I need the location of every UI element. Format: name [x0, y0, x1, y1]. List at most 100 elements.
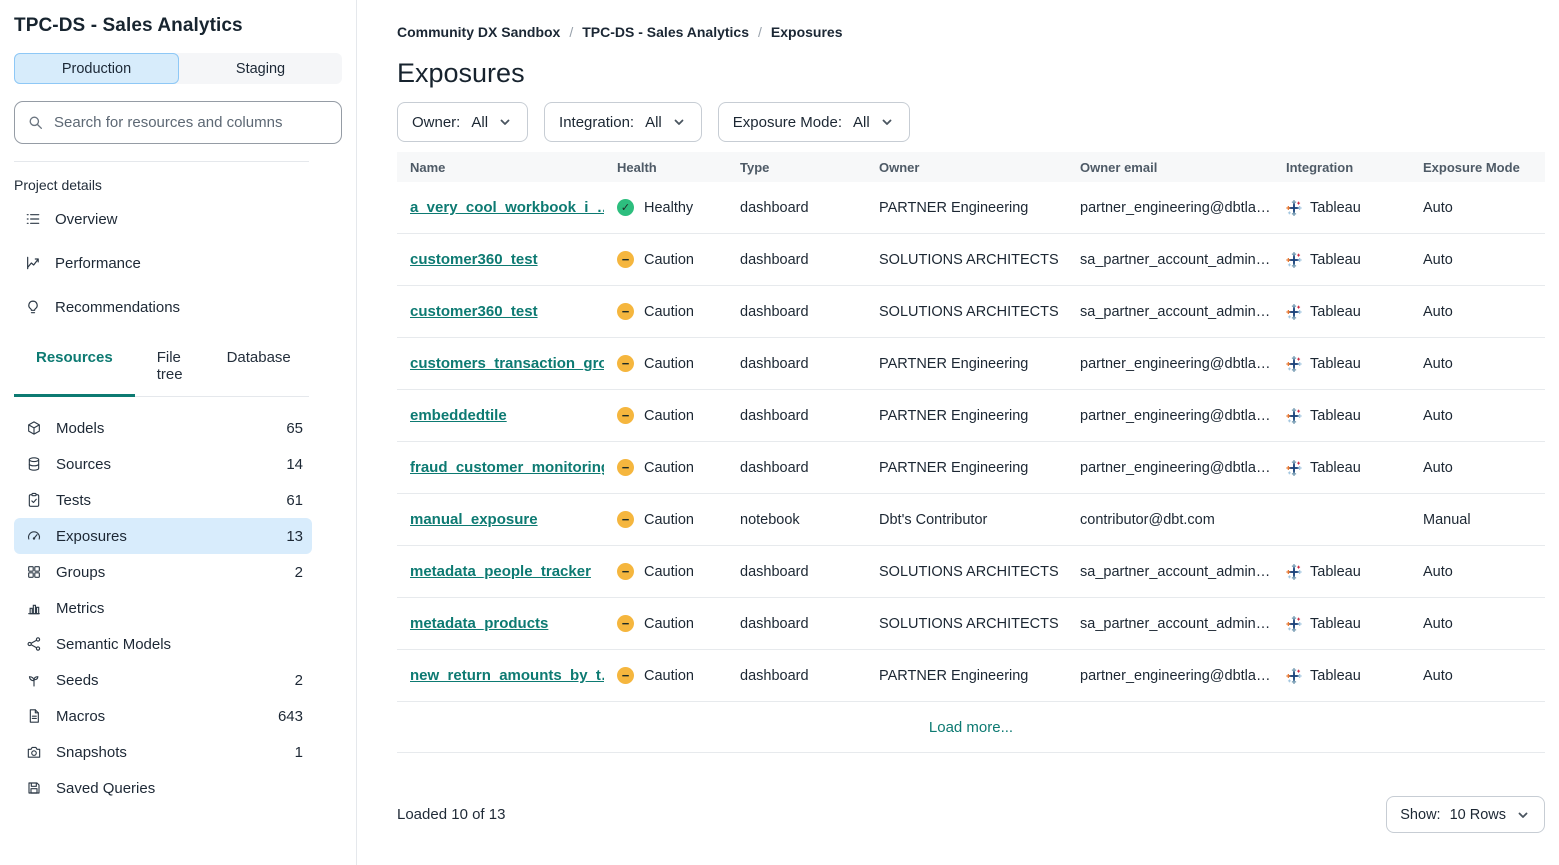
exposure-name-link[interactable]: fraud_customer_monitoring [410, 459, 604, 476]
breadcrumb-separator: / [758, 24, 762, 40]
grid-icon [28, 566, 40, 578]
name-cell: customers_transaction_gro… [397, 355, 604, 372]
resource-count: 14 [286, 455, 303, 473]
health-label: Caution [644, 563, 694, 580]
health-status-icon [617, 615, 634, 632]
sidebar-item-exposures[interactable]: Exposures 13 [14, 518, 312, 554]
exposure-mode-cell: Auto [1423, 251, 1453, 268]
environment-toggle: Production Staging [14, 53, 342, 84]
name-cell: a_very_cool_workbook_i_… [397, 199, 604, 216]
load-more-link[interactable]: Load more... [928, 718, 1014, 736]
exposure-name-link[interactable]: manual_exposure [410, 511, 538, 528]
sidebar-item-snapshots[interactable]: Snapshots 1 [14, 734, 312, 770]
health-cell: Caution [604, 407, 727, 424]
health-cell: Caution [604, 563, 727, 580]
sidebar-item-metrics[interactable]: Metrics [14, 590, 312, 626]
sidebar-item-sources[interactable]: Sources 14 [14, 446, 312, 482]
production-toggle-button[interactable]: Production [14, 53, 179, 84]
lightbulb-icon [28, 300, 38, 314]
breadcrumb-project[interactable]: TPC-DS - Sales Analytics [582, 24, 750, 40]
sidebar-item-label: Performance [55, 254, 141, 272]
health-label: Caution [644, 667, 694, 684]
table-row: embeddedtile Caution dashboard PARTNER E… [397, 390, 1545, 442]
sidebar-item-models[interactable]: Models 65 [14, 410, 312, 446]
exposure-name-link[interactable]: a_very_cool_workbook_i_… [410, 199, 604, 216]
tableau-icon [1286, 355, 1302, 372]
health-status-icon [617, 251, 634, 268]
table-row: customer360_test Caution dashboard SOLUT… [397, 286, 1545, 338]
search-box[interactable] [14, 101, 342, 144]
chevron-down-icon [882, 119, 892, 125]
page-title: Exposures [397, 58, 525, 88]
exposure-name-link[interactable]: customer360_test [410, 303, 538, 320]
tab-resources[interactable]: Resources [14, 349, 135, 397]
resource-label: Sources [56, 455, 112, 473]
sidebar-item-macros[interactable]: Macros 643 [14, 698, 312, 734]
owner-email-cell: sa_partner_account_admin… [1080, 303, 1271, 320]
integration-cell: Tableau [1273, 199, 1410, 216]
resource-list: Models 65 Sources 14 Tests 61 Exposures … [14, 410, 312, 806]
chart-line-icon [27, 256, 39, 270]
table-row: customers_transaction_gro… Caution dashb… [397, 338, 1545, 390]
camera-icon [27, 746, 41, 758]
resource-label: Seeds [56, 671, 99, 689]
integration-cell: Tableau [1273, 667, 1410, 684]
exposure-name-link[interactable]: customer360_test [410, 251, 538, 268]
exposure-name-link[interactable]: embeddedtile [410, 407, 507, 424]
column-header-integration: Integration [1286, 159, 1354, 175]
show-rows-button[interactable]: Show: 10 Rows [1386, 796, 1545, 833]
filter-label: Exposure Mode: [732, 113, 842, 131]
integration-cell: Tableau [1273, 251, 1410, 268]
main-content: Community DX Sandbox / TPC-DS - Sales An… [357, 0, 1559, 865]
resource-label: Groups [56, 563, 106, 581]
tab-database[interactable]: Database [226, 349, 291, 366]
exposure-mode-filter-button[interactable]: Exposure Mode: All [717, 102, 910, 142]
staging-toggle-button[interactable]: Staging [235, 60, 286, 77]
exposure-mode-cell: Auto [1423, 199, 1453, 216]
tableau-icon [1286, 199, 1302, 216]
exposure-name-link[interactable]: customers_transaction_gro… [410, 355, 604, 372]
filter-label: Owner: [412, 113, 461, 131]
search-input[interactable] [54, 114, 328, 131]
sidebar-item-overview[interactable]: Overview [0, 197, 356, 241]
sidebar-item-saved-queries[interactable]: Saved Queries [14, 770, 312, 806]
resource-count: 13 [286, 527, 303, 545]
name-cell: metadata_products [397, 615, 604, 632]
sidebar-item-recommendations[interactable]: Recommendations [0, 285, 356, 329]
owner-email-cell: sa_partner_account_admin… [1080, 563, 1271, 580]
exposure-mode-cell: Auto [1423, 355, 1453, 372]
health-label: Caution [644, 407, 694, 424]
health-cell: Caution [604, 459, 727, 476]
breadcrumb-account[interactable]: Community DX Sandbox [397, 24, 561, 40]
owner-cell: SOLUTIONS ARCHITECTS [879, 563, 1059, 580]
owner-cell: SOLUTIONS ARCHITECTS [879, 303, 1059, 320]
owner-cell: SOLUTIONS ARCHITECTS [879, 615, 1059, 632]
show-value: 10 Rows [1449, 806, 1506, 823]
sidebar-item-tests[interactable]: Tests 61 [14, 482, 312, 518]
column-header-owner: Owner [879, 159, 920, 175]
health-label: Caution [644, 459, 694, 476]
owner-email-cell: sa_partner_account_admin… [1080, 251, 1271, 268]
tab-file-tree[interactable]: File tree [156, 349, 183, 383]
owner-filter-button[interactable]: Owner: All [397, 102, 529, 142]
type-cell: dashboard [740, 303, 809, 320]
exposure-name-link[interactable]: new_return_amounts_by_t… [410, 667, 604, 684]
health-label: Caution [644, 511, 694, 528]
health-status-icon [617, 303, 634, 320]
sidebar-item-performance[interactable]: Performance [0, 241, 356, 285]
health-status-icon [617, 407, 634, 424]
table-row: manual_exposure Caution notebook Dbt's C… [397, 494, 1545, 546]
health-cell: Caution [604, 303, 727, 320]
resource-label: Metrics [56, 599, 105, 617]
exposure-name-link[interactable]: metadata_products [410, 615, 549, 632]
sidebar-item-seeds[interactable]: Seeds 2 [14, 662, 312, 698]
sidebar-item-semantic-models[interactable]: Semantic Models [14, 626, 312, 662]
resource-label: Models [56, 419, 105, 437]
sidebar-item-groups[interactable]: Groups 2 [14, 554, 312, 590]
exposure-name-link[interactable]: metadata_people_tracker [410, 563, 591, 580]
integration-filter-button[interactable]: Integration: All [544, 102, 702, 142]
resource-label: Saved Queries [56, 779, 156, 797]
resource-count: 61 [286, 491, 303, 509]
project-details-label: Project details [14, 177, 102, 193]
